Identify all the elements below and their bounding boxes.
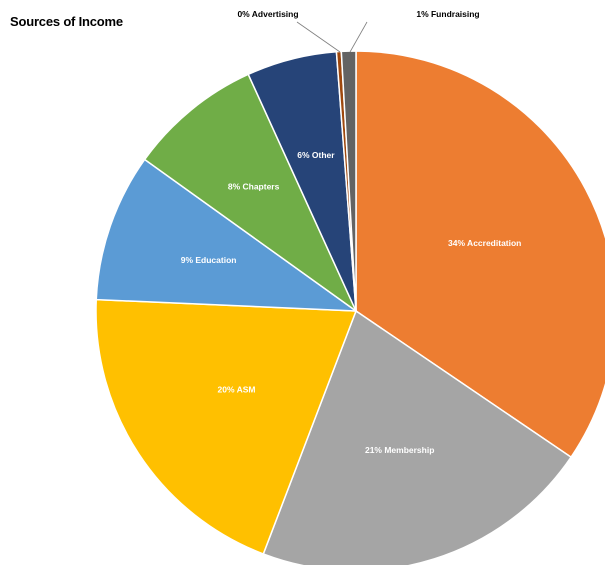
slice-label: 6% Other: [297, 150, 335, 160]
pie-slice-membership: [262, 309, 573, 565]
pie-slice-accreditation: [355, 50, 605, 459]
slice-label: 9% Education: [181, 255, 237, 265]
chart-title: Sources of Income: [10, 14, 123, 29]
slice-label: 1% Fundraising: [416, 9, 479, 19]
pie-slice-fundraising: [340, 50, 357, 312]
leader-line: [296, 21, 341, 53]
leader-line: [349, 21, 368, 53]
slice-label: 8% Chapters: [228, 182, 280, 192]
pie-slice-asm: [95, 298, 358, 555]
slice-label: 21% Membership: [365, 445, 434, 455]
slice-label: 20% ASM: [218, 385, 256, 395]
slice-label: 34% Accreditation: [448, 238, 521, 248]
pie-slice-education: [95, 158, 359, 312]
slice-label: 0% Advertising: [237, 9, 298, 19]
pie-slice-chapters: [143, 73, 358, 314]
